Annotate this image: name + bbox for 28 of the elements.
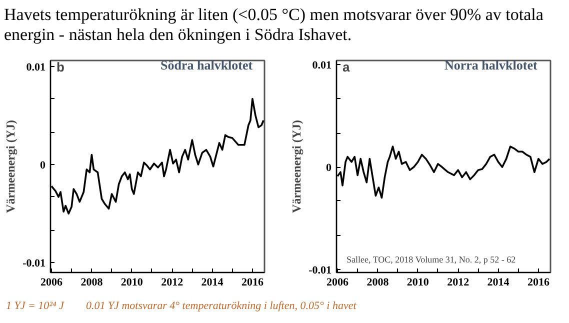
y-tick-label: -0.01 [308, 264, 332, 276]
x-tick-label: 2010 [406, 276, 430, 288]
x-tick-label: 2008 [80, 276, 104, 288]
annotation: b [56, 60, 64, 74]
chart-title: Södra halvklotet [160, 58, 254, 72]
x-tick-label: 2006 [326, 276, 350, 288]
x-tick-label: 2010 [120, 276, 144, 288]
y-tick-label: 0 [40, 160, 46, 172]
x-tick-label: 2008 [366, 276, 390, 288]
annotation: a [342, 60, 350, 74]
y-tick-label: 0.01 [312, 60, 332, 72]
x-tick-label: 2016 [527, 276, 550, 288]
y-tick-label: 0.01 [26, 61, 46, 74]
chart-title: Norra halvklotet [444, 58, 538, 72]
x-tick-label: 2006 [40, 276, 64, 288]
y-tick-label: -0.01 [22, 258, 46, 270]
y-axis-title: Värmeenergi (YJ) [290, 120, 304, 213]
x-tick-label: 2016 [241, 276, 264, 288]
text: 1 YJ = 10²⁴ J [6, 300, 64, 312]
y-axis-title: Värmeenergi (YJ) [4, 120, 18, 213]
x-tick-label: 2012 [447, 276, 470, 288]
annotation: Sallee, TOC, 2018 Volume 31, No. 2, p 52 - 62 [346, 254, 516, 264]
x-tick-label: 2012 [161, 276, 184, 288]
x-tick-label: 2014 [201, 276, 224, 288]
text: Havets temperaturökning är liten (<0.05 °C) men motsvarar över 90% av totala energin - nästan hela den ökningen i Södra Ishavet. [4, 5, 544, 45]
y-tick-label: 0 [326, 162, 332, 174]
text: 0.01 YJ motsvarar 4° temperaturökning i luften, 0.05° i havet [86, 300, 356, 312]
x-tick-label: 2014 [487, 276, 510, 288]
